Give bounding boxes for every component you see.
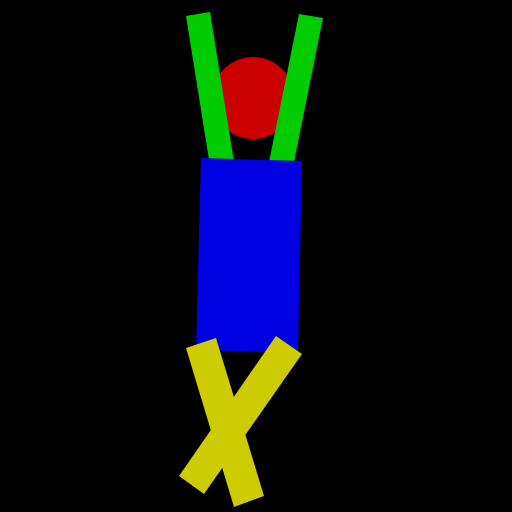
left-arm-shape bbox=[186, 12, 234, 166]
torso-shape bbox=[196, 158, 302, 353]
head-shape bbox=[212, 57, 294, 139]
right-arm-shape bbox=[269, 14, 323, 167]
right-leg-shape bbox=[179, 336, 302, 494]
